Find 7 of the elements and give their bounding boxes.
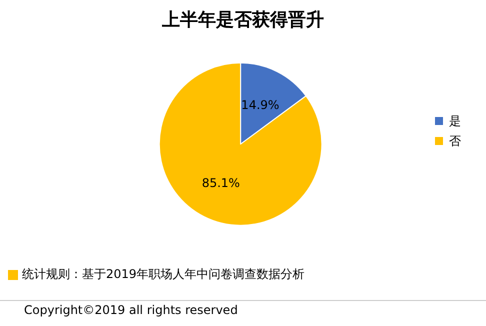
text: Copyright©2019 all rights reserved [24, 303, 238, 317]
data-label: 85.1% [202, 176, 240, 190]
chart-title: 上半年是否获得晋升 [161, 10, 324, 30]
legend-label: 是 [449, 114, 461, 128]
data-label: 14.9% [241, 98, 280, 112]
text: 统计规则：基于2019年职场人年中问卷调查数据分析 [22, 266, 305, 283]
legend-label: 否 [449, 134, 461, 148]
